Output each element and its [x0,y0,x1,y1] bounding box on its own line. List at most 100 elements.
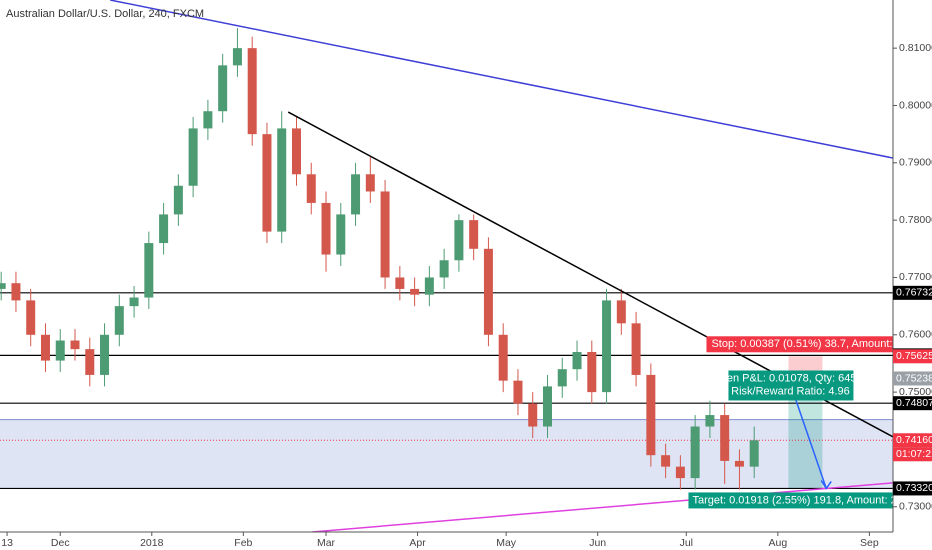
pnl-label: Risk/Reward Ratio: 4.96 [731,385,850,397]
candle-body [734,460,744,467]
price-badge-label: 0.73320 [896,482,932,494]
candle-body [749,440,759,467]
candle-body [321,202,331,255]
candle-body [705,415,715,427]
countdown-box [893,447,932,462]
candle-body [11,283,21,301]
candle-body [469,220,479,249]
candle-body [720,415,730,461]
x-tick-label: Dec [51,537,70,549]
price-badge-label: 0.75625 [896,350,932,362]
price-badge [893,285,932,300]
price-badge-label: 0.76732 [896,287,932,299]
price-badge [893,433,932,448]
pnl-label: Open P&L: 0.01078, Qty: 64599 [712,372,869,384]
candle-body [365,174,375,192]
candle-body [690,426,700,479]
x-tick-label: Sep [860,537,879,549]
candle-body [616,300,626,324]
trendline [110,0,893,159]
candle-body [528,403,538,427]
candle-body [70,340,80,350]
price-badge [893,481,932,496]
price-badge-label: 0.75238 [896,372,932,384]
candle-body [40,334,50,361]
candle-body [85,349,95,375]
x-tick-label: 13 [1,537,13,549]
candle-body [675,466,685,479]
candle-body [454,220,464,261]
candle-body [144,243,154,298]
candle-body [100,334,110,375]
candle-body [159,214,169,244]
candle-body [513,380,523,404]
candle-body [173,185,183,215]
candle-body [380,191,390,278]
candle-body [498,334,508,381]
candle-body [203,111,213,129]
x-tick-label: 2018 [140,537,164,549]
stop-label-box [706,336,893,353]
candle-body [631,323,641,375]
arrow-head [820,480,832,490]
chart-title: Australian Dollar/U.S. Dollar, 240, FXCM [6,8,204,20]
candle-body [587,351,597,393]
plot-area: Stop: 0.00387 (0.51%) 38.7, Amount: 7 Ope… [0,0,902,532]
candle-body [351,174,361,215]
candle-body [55,340,65,361]
price-badge-label: 0.74807 [896,397,932,409]
trendline [312,482,893,532]
x-tick-label: Mar [317,537,336,549]
candle-body [572,351,582,370]
pnl-label-box [728,370,854,401]
candle-body [218,65,228,112]
candle-body [247,48,257,135]
x-tick-label: Jun [589,537,606,549]
candle-body [114,306,124,335]
countdown: 01:07:21 [896,448,932,460]
candle-body [129,297,139,307]
candle-body [410,288,420,295]
y-tick-label: 0.73000 [899,501,932,513]
candle-body [262,134,272,232]
x-tick-label: Feb [234,537,252,549]
zone [0,419,893,489]
candle-body [661,455,671,467]
candle-body [336,214,346,255]
candle-body [188,128,198,186]
candle-body [0,283,6,289]
target-label: Target: 0.01918 (2.55%) 191.8, Amount: 2… [692,494,902,506]
candle-body [277,128,287,232]
price-badge [893,349,932,364]
candle-body [26,300,36,335]
x-tick-label: May [496,537,517,549]
x-tick-label: Aug [768,537,787,549]
candle-body [557,369,567,387]
candle-body [395,277,405,289]
x-tick-label: Jul [680,537,693,549]
price-badge [893,371,932,386]
candle-body [306,174,316,203]
candle-body [542,386,552,427]
price-badge-label: 0.74160 [896,434,932,446]
candle-body [291,128,301,175]
candle-body [602,300,612,393]
candle-body [439,260,449,278]
x-tick-label: Apr [409,537,426,549]
target-label-box [688,492,893,509]
candle-body [232,48,242,66]
candle-body [646,374,656,456]
price-badge [893,396,932,411]
stop-label: Stop: 0.00387 (0.51%) 38.7, Amount: 7 [711,338,901,350]
candle-body [424,277,434,295]
candle-body [483,248,493,335]
